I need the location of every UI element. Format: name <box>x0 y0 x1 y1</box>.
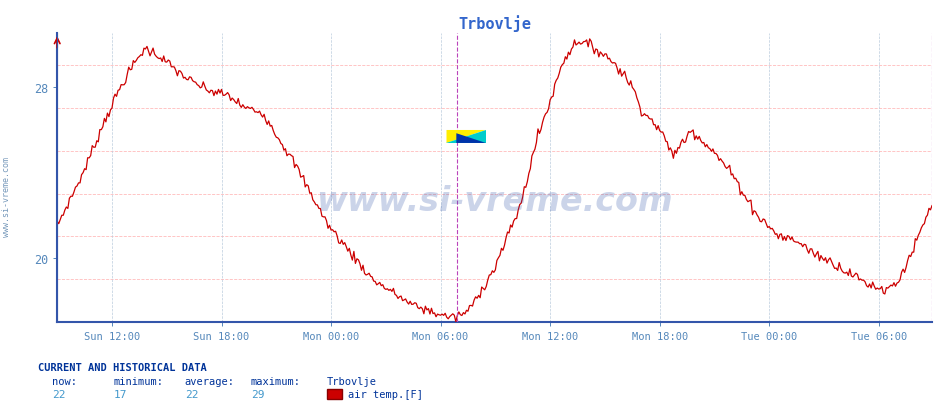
Text: air temp.[F]: air temp.[F] <box>348 389 422 399</box>
Text: 17: 17 <box>114 389 127 399</box>
Text: now:: now: <box>52 376 77 387</box>
Text: average:: average: <box>185 376 235 387</box>
Polygon shape <box>446 130 486 144</box>
Text: CURRENT AND HISTORICAL DATA: CURRENT AND HISTORICAL DATA <box>38 362 206 372</box>
Text: Trbovlje: Trbovlje <box>327 376 377 387</box>
Polygon shape <box>456 134 486 144</box>
Text: 22: 22 <box>185 389 198 399</box>
Text: www.si-vreme.com: www.si-vreme.com <box>2 156 11 236</box>
Title: Trbovlje: Trbovlje <box>458 15 531 32</box>
Text: maximum:: maximum: <box>251 376 301 387</box>
Text: minimum:: minimum: <box>114 376 164 387</box>
Text: 22: 22 <box>52 389 65 399</box>
Text: 29: 29 <box>251 389 264 399</box>
Polygon shape <box>446 130 486 144</box>
Text: www.si-vreme.com: www.si-vreme.com <box>316 184 673 218</box>
